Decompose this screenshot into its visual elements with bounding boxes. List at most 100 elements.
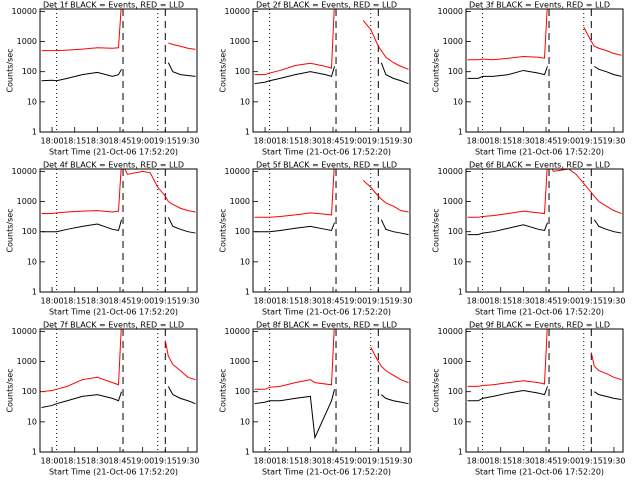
y-tick-label: 10000 [225, 7, 250, 16]
y-tick-label: 10 [240, 97, 250, 106]
x-axis-label: Start Time (21-Oct-06 17:52:20) [49, 148, 178, 157]
y-tick-label: 10000 [12, 327, 37, 336]
panel: Det 1f BLACK = Events, RED = LLD Start Ti… [6, 1, 200, 157]
y-tick-label: 10000 [438, 7, 463, 16]
panel-title: Det 5f BLACK = Events, RED = LLD [256, 161, 397, 170]
x-tick-label: 18:30 [86, 297, 109, 306]
x-tick-label: 19:00 [557, 137, 580, 146]
y-axis-label: Counts/sec [219, 208, 228, 252]
x-tick-label: 19:30 [176, 137, 199, 146]
x-axis-label: Start Time (21-Oct-06 17:52:20) [49, 308, 178, 317]
x-tick-label: 18:45 [321, 457, 344, 466]
x-tick-label: 18:15 [63, 297, 86, 306]
y-tick-label: 10000 [225, 167, 250, 176]
y-tick-label: 100 [235, 387, 250, 396]
panel-title: Det 2f BLACK = Events, RED = LLD [256, 1, 397, 10]
series-line [254, 389, 409, 440]
y-tick-label: 100 [235, 67, 250, 76]
y-tick-label: 10000 [12, 167, 37, 176]
x-tick-label: 19:30 [176, 297, 199, 306]
series-line [254, 9, 409, 76]
y-tick-label: 10 [453, 417, 463, 426]
x-axis-label: Start Time (21-Oct-06 17:52:20) [49, 468, 178, 477]
y-tick-label: 10 [240, 257, 250, 266]
y-tick-label: 100 [235, 227, 250, 236]
y-axis-label: Counts/sec [6, 208, 15, 252]
x-axis-label: Start Time (21-Oct-06 17:52:20) [475, 308, 604, 317]
panel-title: Det 7f BLACK = Events, RED = LLD [43, 321, 184, 330]
y-tick-label: 10 [27, 257, 37, 266]
x-tick-label: 19:30 [602, 457, 625, 466]
y-axis-label: Counts/sec [6, 48, 15, 92]
series-line [41, 62, 196, 82]
y-axis-label: Counts/sec [219, 48, 228, 92]
y-tick-label: 1 [32, 448, 37, 457]
x-tick-label: 19:00 [344, 457, 367, 466]
x-tick-label: 19:30 [389, 457, 412, 466]
y-tick-label: 1000 [230, 37, 250, 46]
y-tick-label: 1 [458, 288, 463, 297]
y-tick-label: 1 [245, 448, 250, 457]
y-tick-label: 100 [22, 67, 37, 76]
series-line [467, 65, 622, 79]
y-tick-label: 10 [27, 417, 37, 426]
x-tick-label: 19:15 [580, 297, 603, 306]
x-tick-label: 18:30 [299, 137, 322, 146]
plot-frame [252, 8, 411, 133]
series-line [41, 169, 196, 215]
x-axis-label: Start Time (21-Oct-06 17:52:20) [262, 468, 391, 477]
x-tick-label: 18:30 [86, 457, 109, 466]
y-tick-label: 10 [27, 97, 37, 106]
x-tick-label: 19:15 [580, 457, 603, 466]
series-line [41, 386, 196, 408]
panel: Det 9f BLACK = Events, RED = LLD Start Ti… [432, 321, 626, 477]
x-tick-label: 18:00 [254, 137, 277, 146]
x-tick-label: 18:15 [276, 297, 299, 306]
x-tick-label: 18:30 [512, 137, 535, 146]
x-tick-label: 18:00 [254, 457, 277, 466]
y-tick-label: 1000 [17, 37, 37, 46]
x-tick-label: 18:15 [489, 137, 512, 146]
x-tick-label: 18:45 [534, 457, 557, 466]
x-tick-label: 18:15 [63, 137, 86, 146]
y-tick-label: 10000 [438, 167, 463, 176]
x-tick-label: 19:00 [131, 137, 154, 146]
x-tick-label: 19:15 [367, 457, 390, 466]
x-tick-label: 19:15 [154, 297, 177, 306]
y-tick-label: 1 [32, 288, 37, 297]
y-tick-label: 1000 [17, 197, 37, 206]
x-tick-label: 18:00 [254, 297, 277, 306]
panel-title: Det 6f BLACK = Events, RED = LLD [469, 161, 610, 170]
y-tick-label: 100 [448, 227, 463, 236]
y-tick-label: 10 [453, 97, 463, 106]
y-tick-label: 100 [22, 227, 37, 236]
panel: Det 6f BLACK = Events, RED = LLD Start Ti… [432, 161, 626, 317]
x-tick-label: 19:00 [344, 297, 367, 306]
plot-frame [252, 168, 411, 293]
x-tick-label: 18:00 [467, 297, 490, 306]
x-tick-label: 18:45 [321, 297, 344, 306]
x-tick-label: 18:15 [489, 457, 512, 466]
series-line [467, 329, 622, 387]
series-line [467, 9, 622, 61]
y-tick-label: 10 [240, 417, 250, 426]
x-axis-label: Start Time (21-Oct-06 17:52:20) [475, 468, 604, 477]
panel-title: Det 8f BLACK = Events, RED = LLD [256, 321, 397, 330]
y-tick-label: 100 [448, 67, 463, 76]
panel: Det 4f BLACK = Events, RED = LLD Start Ti… [6, 161, 200, 317]
x-tick-label: 19:15 [154, 137, 177, 146]
panel: Det 2f BLACK = Events, RED = LLD Start Ti… [219, 1, 413, 157]
y-tick-label: 1 [458, 128, 463, 137]
x-tick-label: 18:30 [512, 457, 535, 466]
panel-title: Det 3f BLACK = Events, RED = LLD [469, 1, 610, 10]
x-tick-label: 19:15 [154, 457, 177, 466]
x-tick-label: 18:30 [299, 297, 322, 306]
x-tick-label: 18:15 [489, 297, 512, 306]
x-tick-label: 18:15 [276, 137, 299, 146]
series-line [254, 329, 409, 390]
x-tick-label: 18:00 [41, 457, 64, 466]
y-axis-label: Counts/sec [432, 48, 441, 92]
x-tick-label: 19:15 [367, 137, 390, 146]
plot-frame [252, 328, 411, 453]
x-tick-label: 18:30 [86, 137, 109, 146]
